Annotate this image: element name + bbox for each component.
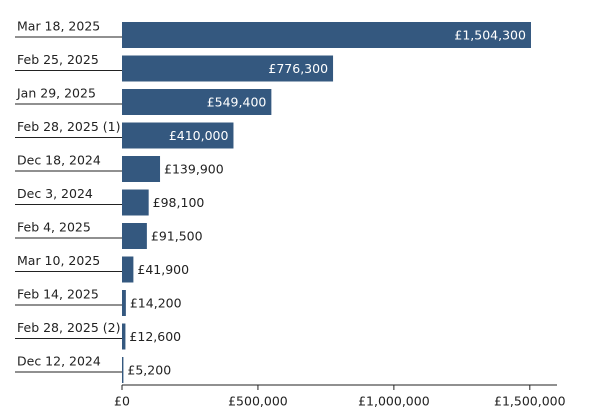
x-tick-label: £1,500,000 — [494, 394, 566, 409]
value-label: £776,300 — [268, 61, 328, 76]
category-label: Jan 29, 2025 — [16, 86, 96, 101]
x-tick-label: £1,000,000 — [358, 394, 430, 409]
bar — [122, 156, 161, 182]
value-label: £1,504,300 — [454, 28, 526, 43]
category-label: Mar 10, 2025 — [17, 253, 100, 268]
value-label: £549,400 — [207, 95, 267, 110]
bar — [122, 122, 234, 149]
value-label: £98,100 — [153, 195, 205, 210]
bar — [122, 22, 531, 48]
bar — [122, 189, 149, 216]
value-label: £5,200 — [127, 363, 171, 378]
category-label: Feb 28, 2025 (1) — [17, 119, 120, 134]
value-label: £139,900 — [164, 162, 224, 177]
value-label: £41,900 — [137, 262, 189, 277]
category-label: Dec 12, 2024 — [17, 354, 101, 369]
bar — [122, 55, 334, 82]
value-label: £12,600 — [129, 329, 181, 344]
x-tick-label: £0 — [114, 394, 130, 409]
value-label: £91,500 — [151, 229, 203, 244]
category-label: Feb 14, 2025 — [17, 287, 99, 302]
category-label: Dec 18, 2024 — [17, 153, 101, 168]
bar — [122, 323, 126, 350]
bar — [122, 223, 147, 249]
value-label: £410,000 — [169, 128, 229, 143]
category-label: Dec 3, 2024 — [17, 186, 93, 201]
category-label: Mar 18, 2025 — [17, 19, 100, 34]
value-label: £14,200 — [130, 296, 182, 311]
x-tick-label: £500,000 — [228, 394, 288, 409]
bar — [122, 290, 126, 316]
category-label: Feb 28, 2025 (2) — [17, 320, 120, 335]
category-label: Feb 25, 2025 — [17, 52, 99, 67]
bar — [122, 256, 134, 283]
bar — [122, 357, 124, 383]
category-label: Feb 4, 2025 — [17, 220, 91, 235]
bar — [122, 89, 272, 115]
